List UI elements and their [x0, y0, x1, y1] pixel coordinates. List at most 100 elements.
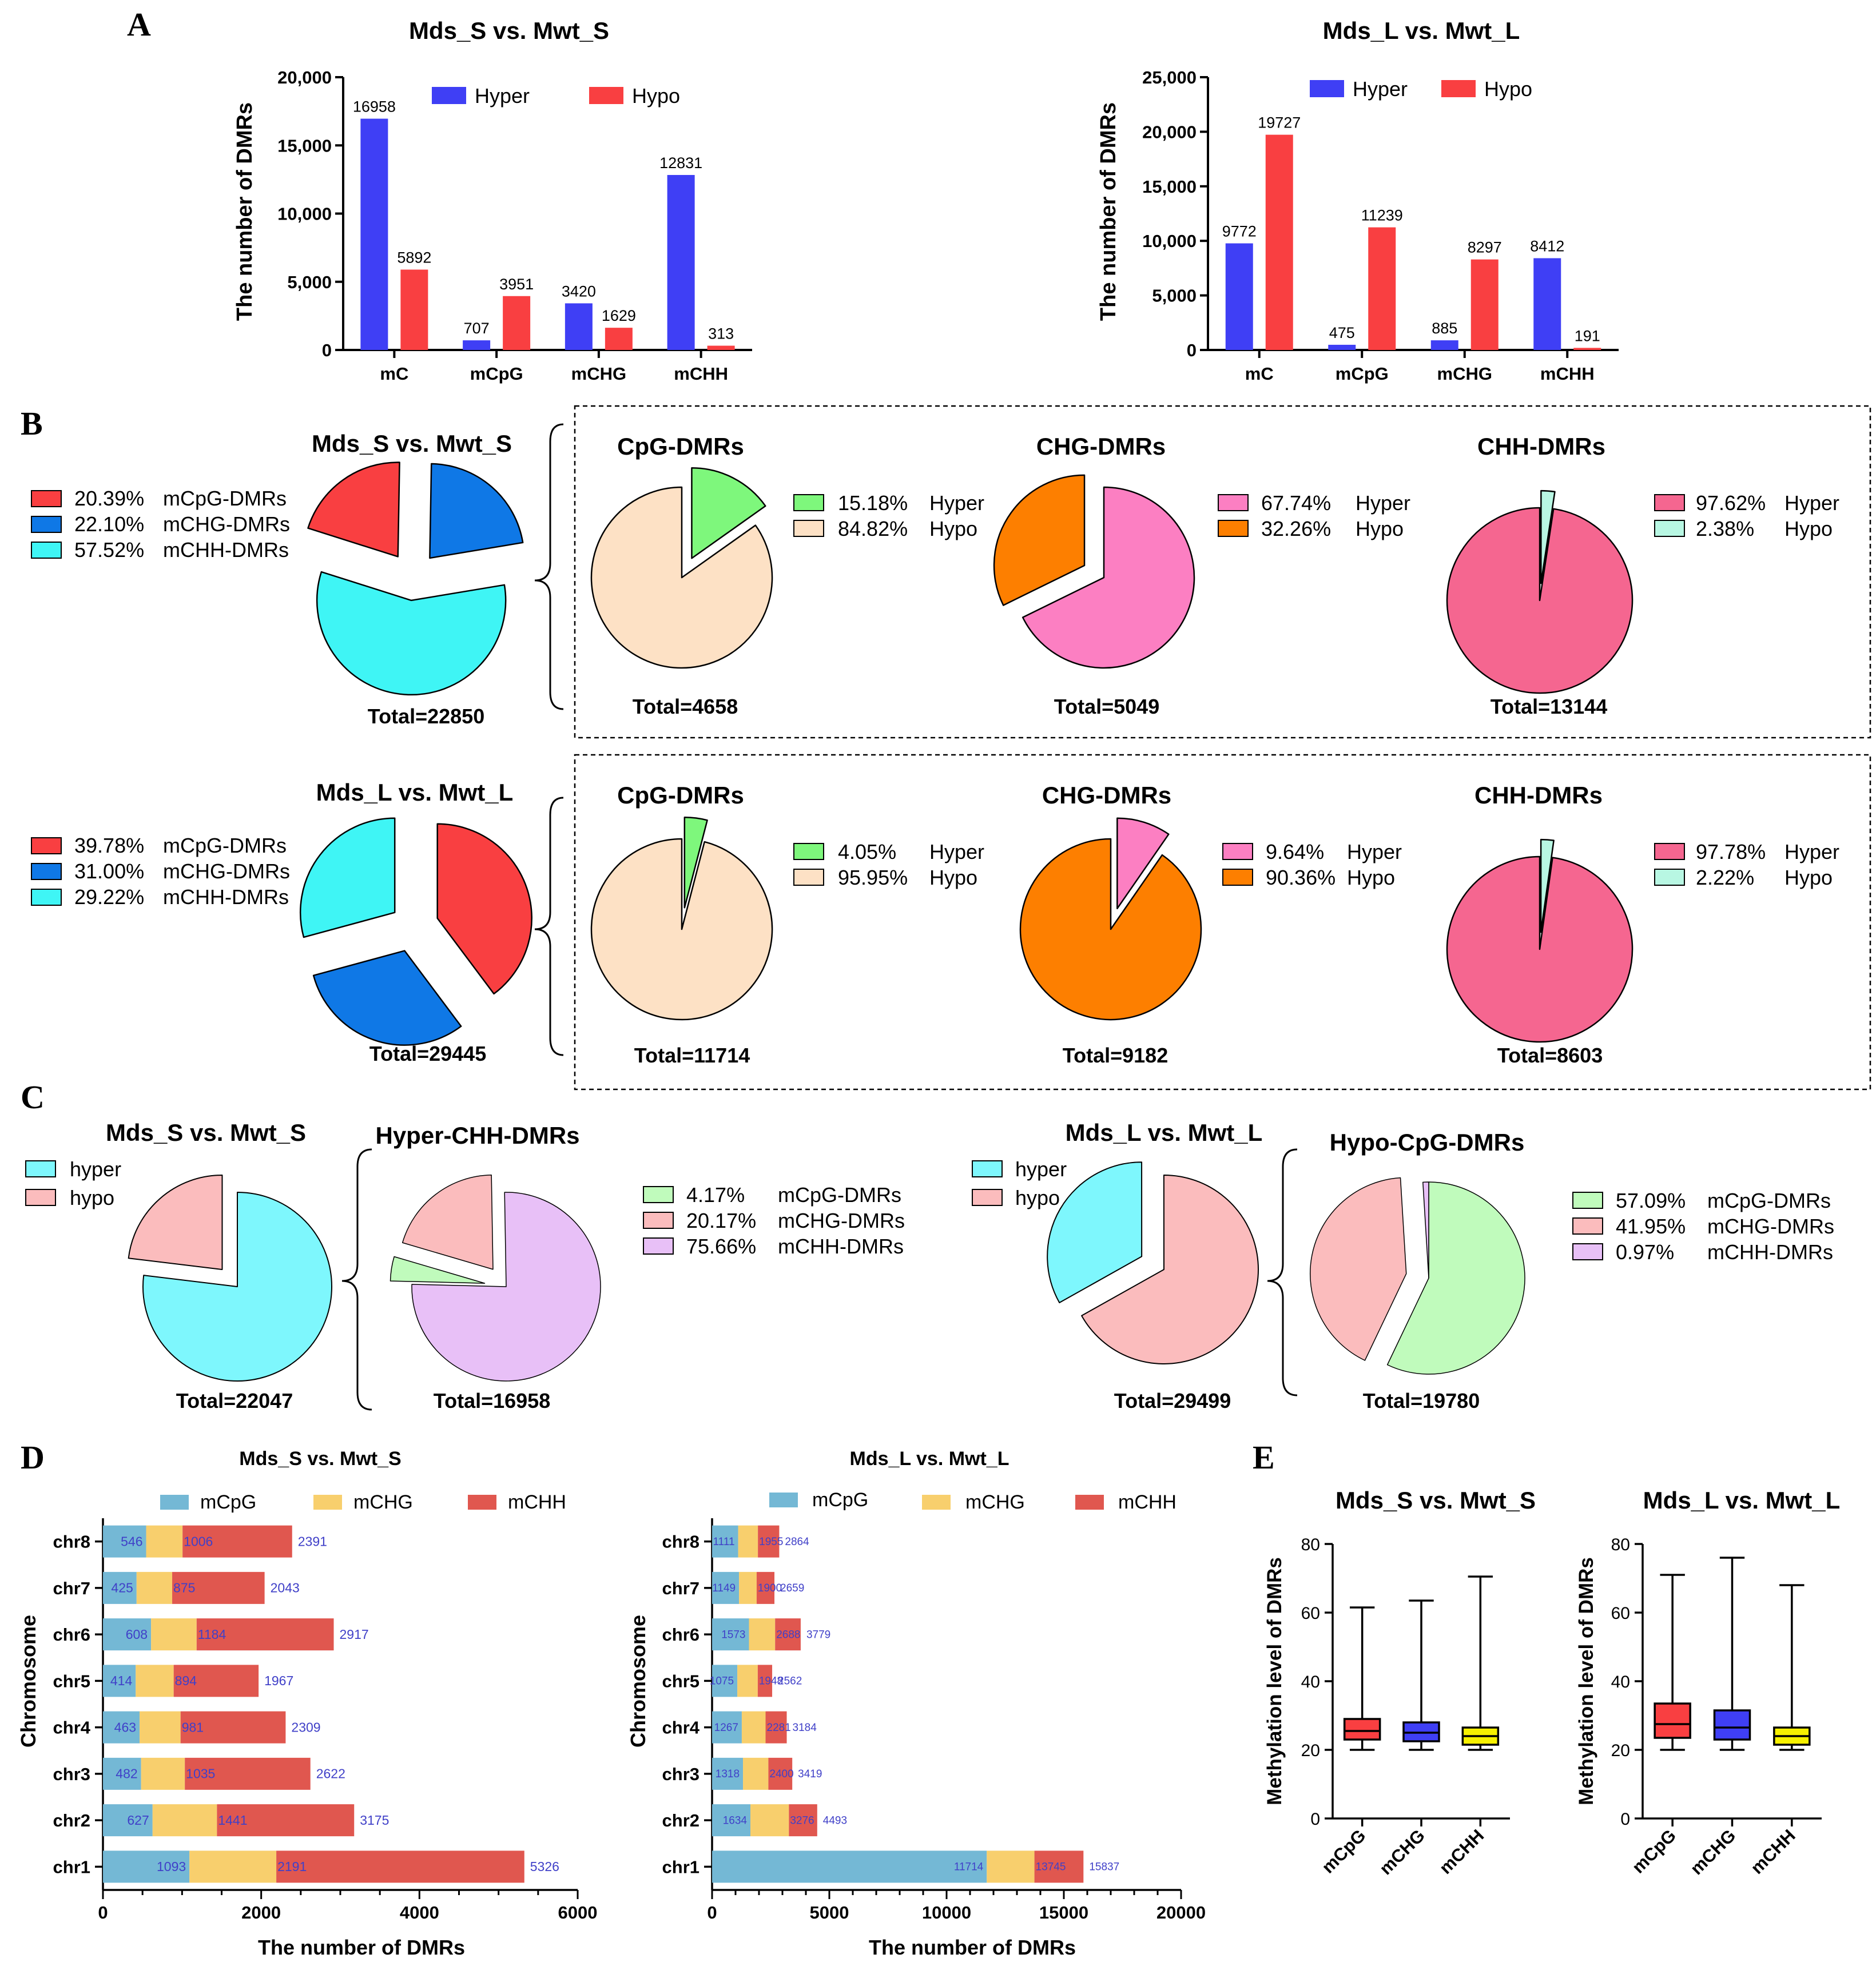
boxes	[1343, 1575, 1500, 1751]
legend-label: mCHG-DMRs	[163, 512, 290, 536]
legend-label: Hypo	[1356, 517, 1404, 540]
pie-title: CHH-DMRs	[1477, 433, 1605, 460]
y-tick-label: chr8	[662, 1532, 699, 1552]
bar-segment-mchg-chr1	[189, 1850, 277, 1883]
bar-segment-mchh-chr2	[789, 1804, 817, 1837]
y-tick-label: 5,000	[287, 272, 332, 292]
pie-slice-hypo	[1081, 1175, 1259, 1364]
bar-hypo-mCHH	[707, 345, 735, 350]
pie-legend: 20.39% mCpG-DMRs 22.10% mCHG-DMRs 57.52%…	[31, 487, 290, 562]
legend-label: mCpG	[200, 1491, 256, 1513]
pie-legend: 4.17% mCpG-DMRs 20.17% mCHG-DMRs 75.66% …	[643, 1183, 905, 1258]
bar-segment-mchg-chr8	[146, 1525, 183, 1558]
pie-title: CHG-DMRs	[1036, 433, 1166, 460]
pie-total: Total=9182	[1063, 1044, 1168, 1067]
pie-slice-mchg-dmrs	[1310, 1177, 1407, 1361]
pie-c2-group: Hyper-CHH-DMRs Total=16958 4.17% mCpG-DM…	[375, 1122, 904, 1412]
pie-legend: 97.78% Hyper 2.22% Hypo	[1654, 840, 1839, 889]
bars: 546 1006 2391 425 875 2043 608 1184 2917 414 894 19…	[103, 1525, 559, 1883]
bar-segment-mchg-chr5	[737, 1665, 758, 1697]
legend-label: Hyper	[1347, 840, 1402, 863]
legend-pct: 84.82%	[838, 517, 908, 540]
pie-legend: 97.62% Hyper 2.38% Hypo	[1654, 491, 1839, 540]
y-tick-label: 0	[1620, 1810, 1630, 1829]
legend-swatch-hyper	[1654, 494, 1685, 511]
legend-label-hypo: Hypo	[1484, 77, 1532, 101]
legend-label: mCHG-DMRs	[1707, 1215, 1834, 1238]
total-value-label: 2917	[340, 1627, 369, 1642]
bar-hyper-mCHH	[667, 174, 695, 350]
total-value-label: 5326	[530, 1859, 559, 1874]
pie-title: Hyper-CHH-DMRs	[375, 1122, 579, 1149]
chart-a-left: Mds_S vs. Mwt_S The number of DMRs 0 5,00…	[233, 17, 752, 384]
pie-slice-hypo	[1540, 489, 1556, 584]
legend-label: mCHG-DMRs	[163, 859, 290, 883]
chart-title: Mds_S vs. Mwt_S	[239, 1448, 401, 1470]
bar-segment-mcpg-chr6	[103, 1618, 152, 1651]
segment-value-label: 13745	[1036, 1861, 1066, 1873]
bar-value-label: 8412	[1530, 237, 1564, 254]
y-tick-label: chr3	[53, 1764, 90, 1784]
total-value-label: 2309	[291, 1720, 320, 1734]
legend-swatch-cpg	[31, 490, 62, 507]
pie-slice-hypo	[590, 486, 773, 669]
x-tick-label: 5000	[810, 1903, 849, 1923]
bar-segment-mchg-chr5	[136, 1665, 174, 1697]
pie-c1-group: Mds_S vs. Mwt_S Total=22047 hyper hypo	[25, 1119, 332, 1412]
pie-b6-group: CpG-DMRs Total=11714 4.05% Hyper 95.95% …	[590, 782, 984, 1067]
bar-hypo-mCHG	[1470, 259, 1499, 350]
legend-label-hypo: Hypo	[632, 84, 680, 108]
bar-segment-mchh-chr3	[185, 1757, 311, 1790]
pie-title: CHH-DMRs	[1474, 782, 1603, 809]
legend-pct: 31.00%	[74, 859, 144, 883]
x-tick-label: mCHH	[1540, 364, 1595, 384]
y-tick-label: chr6	[53, 1625, 90, 1645]
pie-b5	[299, 817, 532, 1046]
y-axis-label: The number of DMRs	[1096, 102, 1120, 321]
pie-title: CpG-DMRs	[617, 433, 744, 460]
bar-value-label: 12831	[659, 154, 702, 172]
y-tick-label: 80	[1301, 1535, 1320, 1554]
legend-swatch-hypo	[1222, 869, 1253, 886]
pie-slice-hyper	[691, 467, 766, 559]
legend-label: Hyper	[929, 840, 984, 863]
bar-hypo-mC	[400, 269, 428, 350]
pie-total: Total=13144	[1491, 695, 1607, 718]
pie-legend: hyper hypo	[972, 1157, 1067, 1209]
legend-label: mCHH-DMRs	[1707, 1240, 1833, 1264]
pie-slice-mchg-dmrs	[312, 950, 462, 1046]
bar-segment-mchh-chr5	[757, 1665, 773, 1697]
pie-slice-hyper	[1047, 1161, 1143, 1304]
bar-segment-mcpg-chr8	[712, 1525, 738, 1558]
bar-value-label: 8297	[1468, 239, 1502, 256]
x-tick-label: mCHH	[1747, 1825, 1799, 1878]
pie-title: CpG-DMRs	[617, 782, 744, 809]
legend-swatch-hypo	[25, 1189, 56, 1206]
chart-title: Mds_S vs. Mwt_S	[409, 17, 609, 44]
bar-segment-mchh-chr7	[172, 1571, 265, 1604]
legend-label: hyper	[1015, 1157, 1067, 1181]
legend-swatch-cpg	[1572, 1192, 1603, 1209]
pie-b2-group: CpG-DMRs Total=4658 15.18% Hyper 84.82% …	[590, 433, 984, 718]
pie-slice-mcpg-dmrs	[1386, 1181, 1525, 1375]
pie-legend: 4.05% Hyper 95.95% Hypo	[793, 840, 984, 889]
x-tick-label: mCpG	[1318, 1825, 1370, 1877]
bar-hypo-mCHG	[605, 328, 633, 350]
bars: 9772 19727 475 11239 885 8297 8412 191	[1222, 114, 1601, 351]
bar-segment-mchh-chr6	[196, 1618, 334, 1651]
brace-c-right	[1267, 1148, 1298, 1396]
y-tick-label: 20	[1301, 1741, 1320, 1760]
x-tick-label: mC	[1245, 364, 1274, 384]
y-tick-label: chr5	[53, 1671, 90, 1691]
pie-total: Total=22047	[176, 1389, 293, 1412]
x-tick-label: mC	[380, 364, 408, 384]
segment-value-label: 1441	[218, 1813, 247, 1828]
y-tick-label: chr7	[53, 1578, 90, 1598]
legend-pct: 4.05%	[838, 840, 896, 863]
pie-total: Total=5049	[1054, 695, 1159, 718]
legend-swatch-chh	[1572, 1243, 1603, 1260]
bar-segment-mchg-chr1	[987, 1850, 1035, 1883]
pie-b3-group: CHG-DMRs Total=5049 67.74% Hyper 32.26% …	[993, 433, 1410, 718]
legend-label: Hypo	[1784, 517, 1833, 540]
